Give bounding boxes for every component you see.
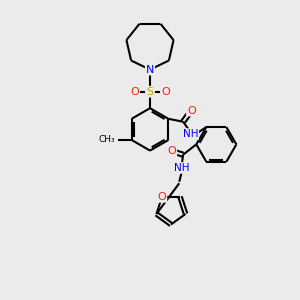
Text: O: O xyxy=(187,106,196,116)
Text: O: O xyxy=(130,87,139,97)
Text: O: O xyxy=(167,146,176,156)
Text: O: O xyxy=(161,87,170,97)
Text: NH: NH xyxy=(183,129,198,139)
Text: NH: NH xyxy=(174,163,189,173)
Text: CH₃: CH₃ xyxy=(99,136,116,145)
Text: O: O xyxy=(158,192,166,202)
Text: N: N xyxy=(146,64,154,75)
Text: S: S xyxy=(146,87,154,97)
